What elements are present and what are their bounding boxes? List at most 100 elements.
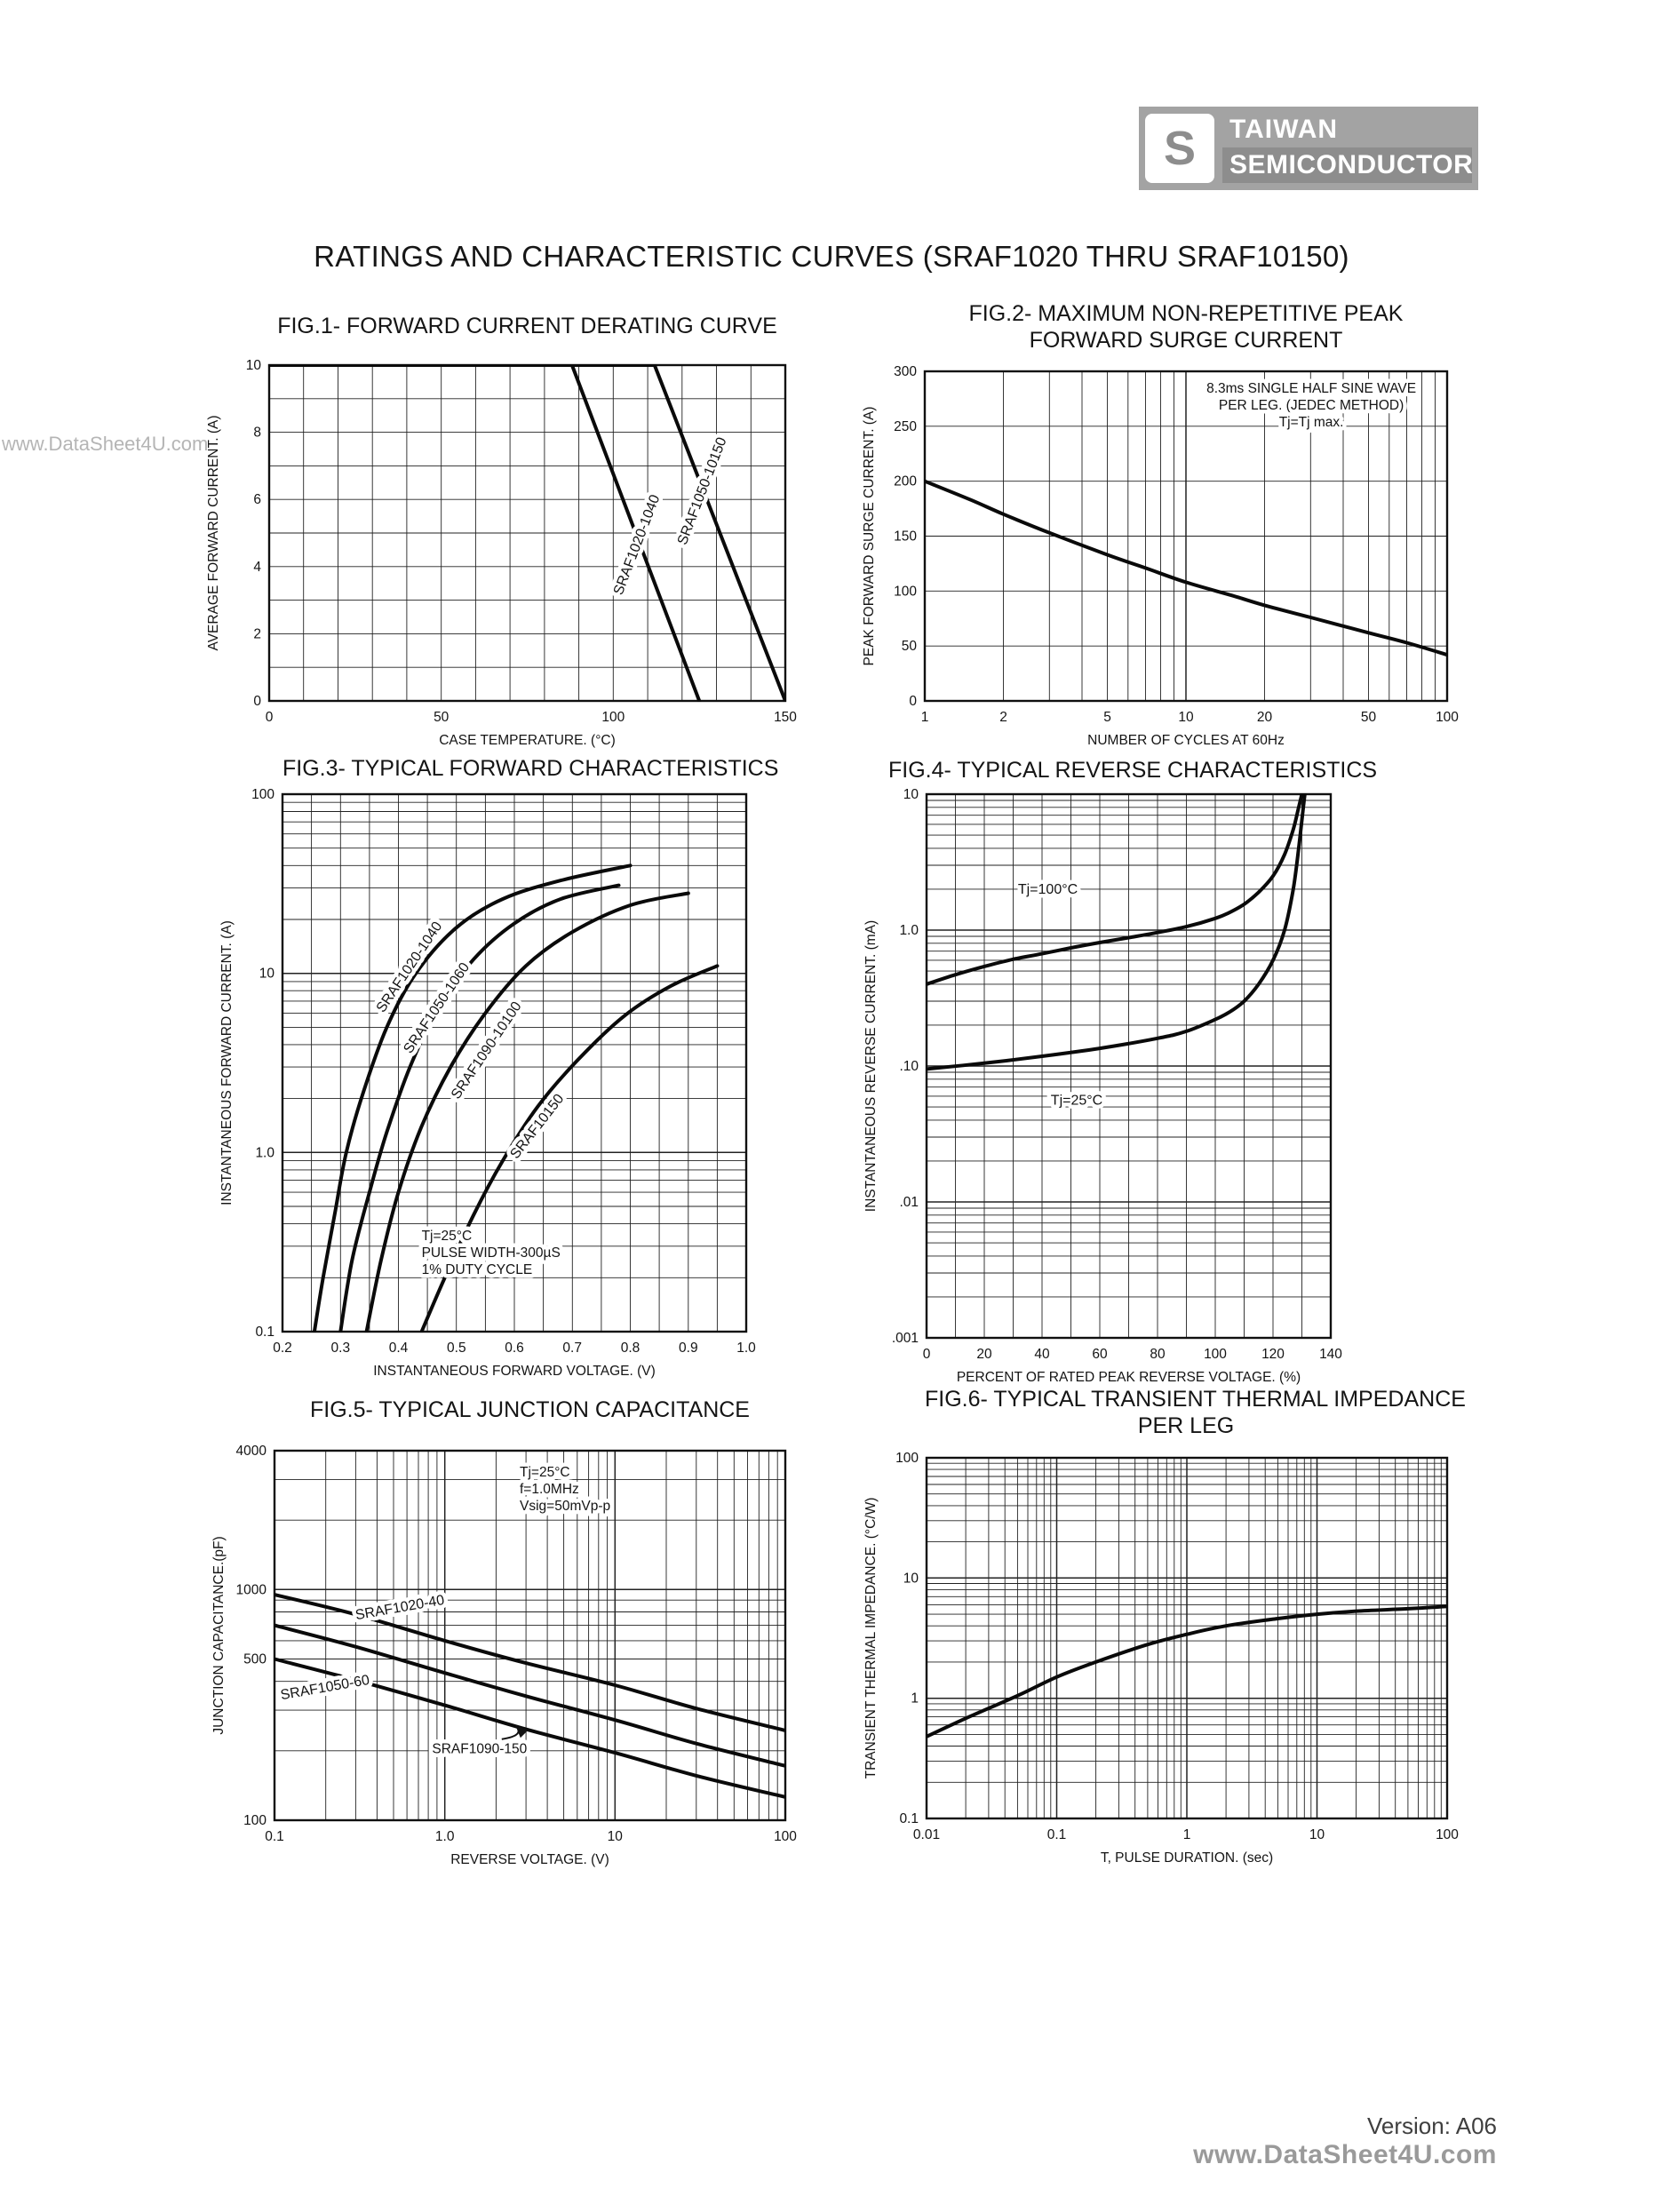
- svg-text:10: 10: [1309, 1827, 1325, 1842]
- x-axis-title: T, PULSE DURATION. (sec): [1101, 1850, 1273, 1866]
- svg-text:150: 150: [774, 710, 797, 725]
- svg-text:0.01: 0.01: [913, 1827, 940, 1842]
- fig1-chart: 0 50 100 150 0 2 4 6 8 10 CASE TEMPERATURE. (°C) AV…: [206, 358, 797, 748]
- annotation-arrow: [501, 1724, 529, 1740]
- svg-text:5: 5: [1103, 710, 1111, 725]
- tick-labels: 1 2 5 10 20 50 100 0 50 100 150 200 250 300: [894, 364, 1459, 725]
- svg-text:150: 150: [894, 529, 917, 545]
- x-axis-title: CASE TEMPERATURE. (°C): [439, 733, 616, 748]
- svg-text:1: 1: [1183, 1827, 1191, 1842]
- fig1-title: FIG.1- FORWARD CURRENT DERATING CURVE: [269, 313, 785, 339]
- svg-text:100: 100: [894, 584, 917, 599]
- fig5-chart: 0.1 1.0 10 100 100 500 1000 4000 REVERSE VOLTAGE…: [211, 1444, 798, 1867]
- series-curve: [364, 891, 690, 1333]
- svg-text:8: 8: [253, 426, 261, 441]
- svg-text:0.6: 0.6: [505, 1341, 524, 1356]
- svg-text:0: 0: [266, 710, 274, 725]
- series-curve: [268, 364, 786, 702]
- annotation: 1% DUTY CYCLE: [422, 1262, 533, 1277]
- svg-text:1000: 1000: [236, 1582, 267, 1597]
- annotation: f=1.0MHz: [520, 1482, 579, 1497]
- svg-text:1.0: 1.0: [736, 1341, 756, 1356]
- fig4-title: FIG.4- TYPICAL REVERSE CHARACTERISTICS: [888, 757, 1377, 784]
- plot-area: [275, 1451, 785, 1820]
- svg-text:10: 10: [259, 967, 275, 982]
- y-axis-title: PEAK FORWARD SURGE CURRENT. (A): [862, 407, 877, 666]
- logo-brand-bottom: SEMICONDUCTOR: [1222, 147, 1473, 183]
- gridlines: [268, 364, 786, 702]
- annotation: SRAF1090-150: [432, 1742, 527, 1757]
- svg-text:80: 80: [1150, 1347, 1166, 1362]
- fig5-title: FIG.5- TYPICAL JUNCTION CAPACITANCE: [275, 1396, 785, 1423]
- tick-labels: 0.1 1.0 10 100 100 500 1000 4000: [236, 1444, 798, 1844]
- svg-text:100: 100: [251, 787, 275, 802]
- logo-brand-top: TAIWAN: [1229, 114, 1339, 144]
- svg-text:2: 2: [999, 710, 1007, 725]
- series-curve: [419, 964, 720, 1333]
- svg-text:20: 20: [1257, 710, 1273, 725]
- svg-text:1.0: 1.0: [435, 1829, 455, 1844]
- svg-text:250: 250: [894, 419, 917, 434]
- svg-text:50: 50: [434, 710, 450, 725]
- svg-text:120: 120: [1261, 1347, 1285, 1362]
- tsc-logo-icon: S: [1145, 114, 1214, 183]
- svg-text:100: 100: [1436, 1827, 1459, 1842]
- svg-text:200: 200: [894, 474, 917, 489]
- plot-border: [281, 792, 748, 1333]
- svg-text:10: 10: [246, 358, 262, 373]
- svg-text:4000: 4000: [236, 1444, 267, 1459]
- annotation: Vsig=50mVp-p: [520, 1499, 610, 1514]
- fig3-title-line1: FIG.3- TYPICAL FORWARD CHARACTERISTICS: [282, 756, 779, 781]
- plot-border: [923, 370, 1449, 703]
- svg-text:2: 2: [253, 626, 261, 641]
- svg-text:0.9: 0.9: [679, 1341, 698, 1356]
- x-axis-title: NUMBER OF CYCLES AT 60Hz: [1087, 733, 1285, 748]
- plot-border: [925, 1456, 1449, 1820]
- svg-text:1: 1: [911, 1691, 919, 1707]
- fig4-chart: 0 20 40 60 80 100 120 140 10 1.0 .10 .01 .001 PERCENT…: [863, 787, 1342, 1385]
- svg-text:1.0: 1.0: [255, 1145, 275, 1160]
- version-label: Version: A06: [1367, 2113, 1497, 2139]
- series-curve: [926, 793, 1304, 986]
- series-group: [268, 364, 786, 702]
- svg-text:0.2: 0.2: [273, 1341, 292, 1356]
- svg-text:4: 4: [253, 560, 261, 575]
- svg-text:100: 100: [1204, 1347, 1227, 1362]
- x-axis-title: REVERSE VOLTAGE. (V): [450, 1852, 609, 1867]
- series-curve: [924, 479, 1448, 657]
- svg-text:0.3: 0.3: [331, 1341, 351, 1356]
- series-group: [312, 863, 720, 1333]
- svg-text:0: 0: [253, 694, 261, 709]
- series-curve: [274, 1593, 786, 1732]
- svg-text:10: 10: [608, 1829, 624, 1844]
- watermark-bottom: www.DataSheet4U.com: [1193, 2140, 1497, 2169]
- fig1-title-line1: FIG.1- FORWARD CURRENT DERATING CURVE: [277, 314, 777, 338]
- fig6-title: FIG.6- TYPICAL TRANSIENT THERMAL IMPEDAN…: [925, 1386, 1466, 1439]
- svg-text:10: 10: [903, 787, 919, 802]
- svg-text:.01: .01: [899, 1195, 919, 1210]
- series-curve: [338, 883, 621, 1333]
- svg-text:0.1: 0.1: [899, 1811, 919, 1826]
- y-axis-title: INSTANTANEOUS FORWARD CURRENT. (A): [219, 920, 235, 1205]
- svg-text:20: 20: [976, 1347, 992, 1362]
- series-group: [926, 1604, 1448, 1739]
- fig3-chart: 0.2 0.3 0.4 0.5 0.6 0.7 0.8 0.9 1.0 0.1 1.0 10 100 IN…: [219, 787, 756, 1379]
- svg-text:60: 60: [1092, 1347, 1108, 1362]
- plot-border: [925, 792, 1333, 1340]
- series-curve: [926, 793, 1307, 1071]
- gridlines: [924, 370, 1448, 702]
- fig2-chart: 1 2 5 10 20 50 100 0 50 100 150 200 250 300 NUMBER OF …: [862, 364, 1459, 748]
- y-axis-title: JUNCTION CAPACITANCE.(pF): [211, 1536, 227, 1734]
- svg-text:0.8: 0.8: [621, 1341, 641, 1356]
- svg-text:0.1: 0.1: [265, 1829, 284, 1844]
- taiwan-semiconductor-logo: S TAIWAN SEMICONDUCTOR: [1139, 107, 1478, 190]
- fig3-title: FIG.3- TYPICAL FORWARD CHARACTERISTICS: [282, 755, 779, 782]
- svg-text:50: 50: [902, 639, 918, 654]
- svg-text:1: 1: [921, 710, 929, 725]
- series-group: [926, 793, 1307, 1071]
- y-axis-title: INSTANTANEOUS REVERSE CURRENT. (mA): [863, 920, 879, 1212]
- svg-text:500: 500: [243, 1652, 267, 1667]
- y-axis-title: TRANSIENT THERMAL IMPEDANCE. (°C/W): [863, 1498, 879, 1779]
